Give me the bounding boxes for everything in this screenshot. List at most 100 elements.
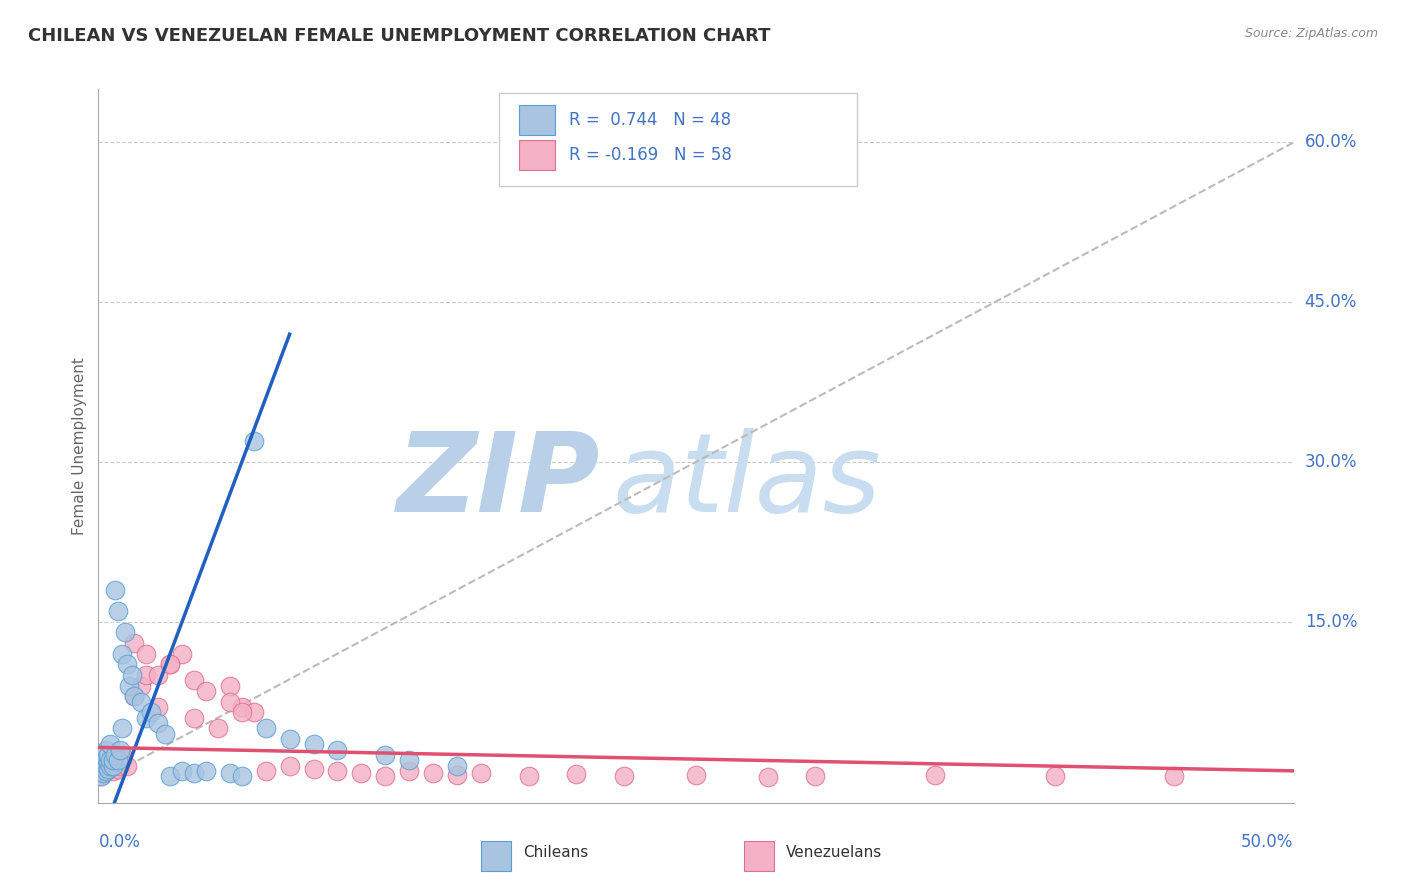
Point <box>104 758 127 772</box>
Point <box>172 764 194 778</box>
Point <box>94 756 117 770</box>
Point <box>231 700 253 714</box>
Point <box>107 762 129 776</box>
Point <box>97 762 120 776</box>
Point <box>470 766 492 780</box>
Text: 60.0%: 60.0% <box>1305 134 1357 152</box>
Point <box>374 747 396 762</box>
Point <box>91 766 114 780</box>
Point <box>326 742 349 756</box>
Text: 15.0%: 15.0% <box>1305 613 1357 631</box>
Point <box>98 747 122 762</box>
Point <box>107 753 129 767</box>
FancyBboxPatch shape <box>744 840 773 871</box>
FancyBboxPatch shape <box>499 93 858 186</box>
Point <box>94 742 117 756</box>
Point <box>422 766 444 780</box>
Point <box>219 695 242 709</box>
Text: ZIP: ZIP <box>396 428 600 535</box>
Point <box>94 758 117 772</box>
Text: Source: ZipAtlas.com: Source: ZipAtlas.com <box>1244 27 1378 40</box>
Text: CHILEAN VS VENEZUELAN FEMALE UNEMPLOYMENT CORRELATION CHART: CHILEAN VS VENEZUELAN FEMALE UNEMPLOYMEN… <box>28 27 770 45</box>
Point <box>108 758 131 772</box>
Point <box>172 647 194 661</box>
Point <box>326 764 349 778</box>
Point <box>104 582 127 597</box>
Point <box>121 668 143 682</box>
Point <box>114 625 136 640</box>
Point <box>278 758 301 772</box>
Point <box>207 721 229 735</box>
Point <box>302 737 325 751</box>
Point <box>111 721 134 735</box>
Point <box>159 769 181 783</box>
Text: R =  0.744   N = 48: R = 0.744 N = 48 <box>569 111 731 128</box>
Point <box>97 747 120 762</box>
Point <box>374 769 396 783</box>
Point <box>183 673 205 688</box>
Point <box>111 747 134 762</box>
Point <box>97 762 120 776</box>
Point <box>104 747 127 762</box>
Point <box>398 753 420 767</box>
Point <box>90 764 112 778</box>
Point <box>517 769 540 783</box>
Point <box>91 758 114 772</box>
Point <box>94 751 117 765</box>
Point <box>98 753 122 767</box>
Point <box>194 684 217 698</box>
Point <box>219 766 242 780</box>
Point <box>278 731 301 746</box>
Point <box>350 766 373 780</box>
FancyBboxPatch shape <box>519 105 555 135</box>
Point <box>139 706 162 720</box>
Point <box>565 767 588 781</box>
Point <box>94 764 117 778</box>
Text: Venezuelans: Venezuelans <box>786 846 882 860</box>
Text: 45.0%: 45.0% <box>1305 293 1357 311</box>
Point <box>804 769 827 783</box>
Point <box>91 753 114 767</box>
Point <box>135 647 157 661</box>
Point <box>254 721 277 735</box>
Point <box>90 769 112 783</box>
Point <box>183 766 205 780</box>
Point <box>115 657 138 672</box>
Text: Chileans: Chileans <box>523 846 588 860</box>
Point <box>91 766 114 780</box>
Point <box>118 679 141 693</box>
Point <box>231 706 253 720</box>
Point <box>98 758 122 772</box>
Text: atlas: atlas <box>612 428 882 535</box>
Point <box>685 768 707 782</box>
Point <box>446 758 468 772</box>
Point <box>111 647 134 661</box>
Point <box>231 769 253 783</box>
Point <box>1043 769 1066 783</box>
Point <box>135 668 157 682</box>
Point <box>98 758 122 772</box>
Point <box>97 753 120 767</box>
Point <box>94 764 117 778</box>
Point <box>302 762 325 776</box>
Point <box>148 715 170 730</box>
Point <box>107 604 129 618</box>
Point <box>124 690 146 704</box>
Point <box>1163 769 1185 783</box>
Point <box>398 764 420 778</box>
Point <box>115 758 138 772</box>
Point <box>111 753 134 767</box>
Point <box>613 769 636 783</box>
Point <box>90 762 112 776</box>
Point <box>107 753 129 767</box>
Point <box>131 695 153 709</box>
Point <box>124 636 146 650</box>
Point <box>101 753 124 767</box>
Point <box>446 768 468 782</box>
Text: 50.0%: 50.0% <box>1241 833 1294 851</box>
Point <box>135 710 157 724</box>
Point <box>148 668 170 682</box>
Point <box>159 657 181 672</box>
Point <box>97 756 120 770</box>
Point <box>91 758 114 772</box>
